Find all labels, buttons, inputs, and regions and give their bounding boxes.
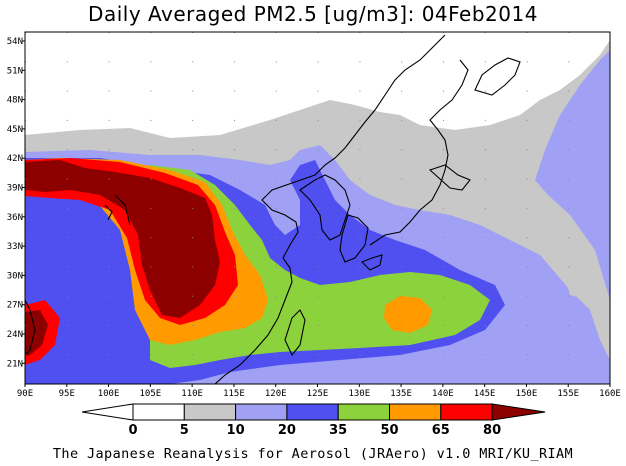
colorbar-box (132, 403, 185, 421)
colorbar-tick-label: 10 (227, 423, 245, 438)
colorbar-arrow-low (81, 403, 134, 421)
colorbar-svg: 0 5 10 20 35 50 65 80 (81, 403, 546, 438)
colorbar-box (183, 403, 237, 421)
colorbar-tick-label: 0 (128, 423, 137, 438)
lon-tick-label: 140E (432, 389, 454, 399)
colorbar-box (389, 403, 442, 421)
lon-tick-label: 125E (307, 389, 329, 399)
colorbar-box (440, 403, 493, 421)
credit-line: The Japanese Reanalysis for Aerosol (JRA… (52, 446, 574, 462)
colorbar-tick-label: 5 (180, 423, 189, 438)
colorbar-tick-label: 35 (329, 423, 347, 438)
colorbar-box (337, 403, 391, 421)
map-title: Daily Averaged PM2.5 [ug/m3]: 04Feb2014 (88, 2, 538, 26)
colorbar: 0 5 10 20 35 50 65 80 (0, 396, 626, 441)
lat-ticks: 54N 51N 48N 45N 42N 39N 36N 33N 30N 27N 24N 21N (7, 37, 25, 369)
lat-tick-label: 54N (7, 37, 23, 47)
lat-tick-label: 27N (7, 301, 23, 311)
lon-tick-label: 130E (348, 389, 370, 399)
lon-tick-label: 115E (223, 389, 245, 399)
lat-tick-label: 30N (7, 271, 23, 281)
concentration-field (25, 32, 610, 384)
lat-tick-label: 21N (7, 359, 23, 369)
colorbar-tick-label: 50 (380, 423, 398, 438)
lat-tick-label: 24N (7, 330, 23, 340)
map-svg: 90E 95E 100E 105E 110E 115E 120E 125E 130E 135E 14… (7, 31, 621, 399)
colorbar-box (286, 403, 339, 421)
colorbar-box (235, 403, 288, 421)
lon-tick-label: 110E (181, 389, 203, 399)
lon-tick-label: 120E (265, 389, 287, 399)
lon-tick-label: 100E (98, 389, 120, 399)
lon-tick-label: 105E (140, 389, 162, 399)
lat-tick-label: 36N (7, 213, 23, 223)
colorbar-tick-label: 20 (278, 423, 296, 438)
lon-tick-label: 135E (390, 389, 412, 399)
lon-tick-label: 155E (557, 389, 579, 399)
lon-tick-label: 160E (599, 389, 621, 399)
lat-tick-label: 48N (7, 96, 23, 106)
lon-tick-label: 90E (17, 389, 33, 399)
colorbar-tick-label: 65 (432, 423, 450, 438)
lat-tick-label: 39N (7, 184, 23, 194)
lon-ticks: 90E 95E 100E 105E 110E 115E 120E 125E 130E 135E 14… (17, 384, 621, 399)
lon-tick-label: 150E (516, 389, 538, 399)
lon-tick-label: 95E (59, 389, 75, 399)
lat-tick-label: 51N (7, 66, 23, 76)
lon-tick-label: 145E (474, 389, 496, 399)
pm25-map: 90E 95E 100E 105E 110E 115E 120E 125E 130E 135E 14… (7, 31, 621, 399)
lat-tick-label: 33N (7, 242, 23, 252)
lat-tick-label: 45N (7, 125, 23, 135)
lat-tick-label: 42N (7, 154, 23, 164)
graticule (25, 32, 610, 384)
colorbar-arrow-high (491, 403, 546, 421)
colorbar-tick-label: 80 (483, 423, 501, 438)
